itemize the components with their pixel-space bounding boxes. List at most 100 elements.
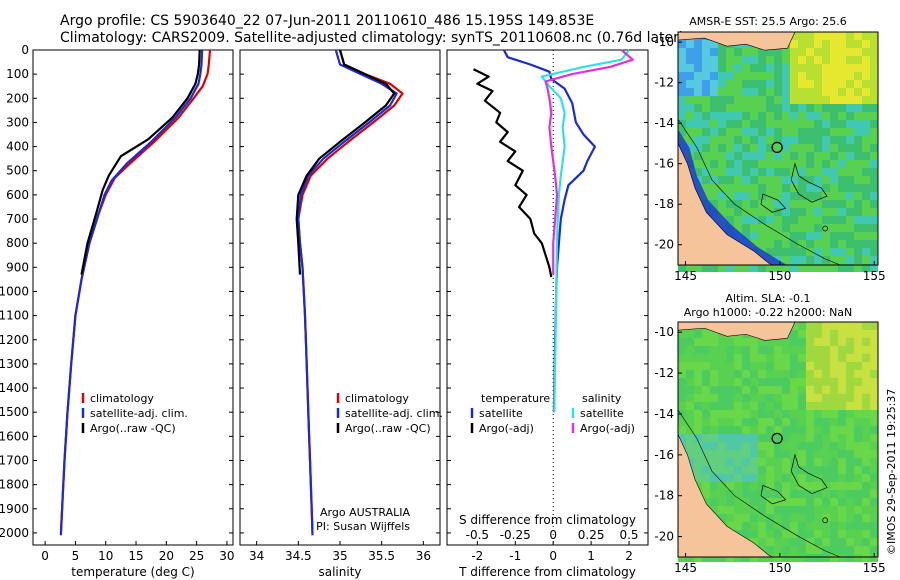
sst-map-cell (726, 128, 734, 136)
sst-map-cell (790, 88, 798, 96)
sst-map-cell (718, 56, 726, 64)
sla-map-cell (814, 322, 822, 330)
sst-map-cell (806, 144, 814, 152)
sst-map-cell (758, 112, 766, 120)
sla-map-cell (702, 378, 710, 386)
sst-map-cell (686, 104, 694, 112)
temp-xtick-label: 30 (219, 549, 234, 563)
sst-map-cell (854, 160, 862, 168)
sst-map-cell (798, 232, 806, 240)
sla-map-cell (798, 434, 806, 442)
sla-map-cell (686, 434, 694, 442)
sst-map-cell (694, 72, 702, 80)
sst-map-cell (870, 240, 878, 248)
sla-map-cell (774, 514, 782, 522)
sla-map-cell (774, 530, 782, 538)
sla-map-cell (734, 466, 742, 474)
sst-map-cell (726, 120, 734, 128)
sla-map-cell (734, 386, 742, 394)
sla-map-cell (798, 386, 806, 394)
sst-map-cell (830, 88, 838, 96)
sla-map-cell (822, 346, 830, 354)
sla-map-cell (806, 418, 814, 426)
sst-map-cell (766, 248, 774, 256)
sla-map-cell (854, 370, 862, 378)
sla-map-cell (814, 466, 822, 474)
sla-map-cell (702, 450, 710, 458)
sst-map-reef-2 (760, 193, 787, 213)
sst-map-cell (838, 96, 846, 104)
sst-map-cell (814, 64, 822, 72)
sst-map-cell (838, 32, 846, 40)
sla-map-cell (782, 418, 790, 426)
sst-map-cell (806, 48, 814, 56)
sla-map-cell (702, 458, 710, 466)
sla-map-cell (734, 346, 742, 354)
sst-map-cell (862, 152, 870, 160)
sst-map-cell (798, 152, 806, 160)
sst-map-cell (806, 200, 814, 208)
sla-map-cell (774, 354, 782, 362)
sla-map-cell (806, 370, 814, 378)
sla-map-cell (710, 410, 718, 418)
sst-map-cell (830, 64, 838, 72)
sst-map-cell (694, 56, 702, 64)
sla-map-cell (790, 522, 798, 530)
sla-map-cell (806, 426, 814, 434)
sst-map-cell (830, 208, 838, 216)
sst-map-cell (782, 248, 790, 256)
sst-map-cell (694, 144, 702, 152)
sst-map-cell (862, 200, 870, 208)
sla-map-cell (774, 418, 782, 426)
sst-map-cell (686, 48, 694, 56)
sst-map-cell (790, 40, 798, 48)
sst-map-cell (782, 136, 790, 144)
sla-map-cell (846, 458, 854, 466)
sla-map-cell (726, 362, 734, 370)
sst-map-cell (678, 264, 686, 272)
sla-map-cell (798, 370, 806, 378)
sla-map-cell (838, 354, 846, 362)
sst-map-cell (838, 144, 846, 152)
sla-map-cell (734, 514, 742, 522)
sla-map-cell (766, 442, 774, 450)
sst-map-cell (702, 184, 710, 192)
sla-map-cell (710, 386, 718, 394)
sst-map-cell (758, 216, 766, 224)
sst-map-cell (726, 64, 734, 72)
sla-map-cell (726, 402, 734, 410)
title-line-2: Climatology: CARS2009. Satellite-adjuste… (60, 30, 685, 46)
sst-map-cell (742, 80, 750, 88)
sst-map-cell (822, 152, 830, 160)
sst-map-cell (734, 168, 742, 176)
sst-map-cell (702, 80, 710, 88)
diff-legend-temp-title: temperature (481, 392, 550, 405)
sst-map-cell (766, 152, 774, 160)
sla-map-cell (862, 354, 870, 362)
sst-map-cell (870, 80, 878, 88)
sst-map-cell (766, 192, 774, 200)
sla-map-cell (870, 466, 878, 474)
sst-map-cell (726, 136, 734, 144)
sla-map-cell (734, 490, 742, 498)
sla-map-cell (862, 554, 870, 562)
sst-map-cell (814, 96, 822, 104)
sla-map-cell (774, 362, 782, 370)
sst-map-cell (798, 248, 806, 256)
sla-map-cell (710, 554, 718, 562)
sla-map-cell (862, 474, 870, 482)
sla-map-cell (750, 442, 758, 450)
sst-map-cell (702, 72, 710, 80)
sla-map-cell (806, 386, 814, 394)
sla-map-cell (814, 346, 822, 354)
sst-map-cell (862, 32, 870, 40)
sla-map-cell (870, 538, 878, 546)
sst-map-cell (830, 256, 838, 264)
sst-map-cell (806, 176, 814, 184)
sla-map-cell (774, 458, 782, 466)
sst-map-cell (854, 40, 862, 48)
sst-map-cell (814, 112, 822, 120)
sst-map-ytick-label: -18 (654, 197, 674, 211)
sla-map-cell (870, 442, 878, 450)
sla-map-cell (774, 506, 782, 514)
